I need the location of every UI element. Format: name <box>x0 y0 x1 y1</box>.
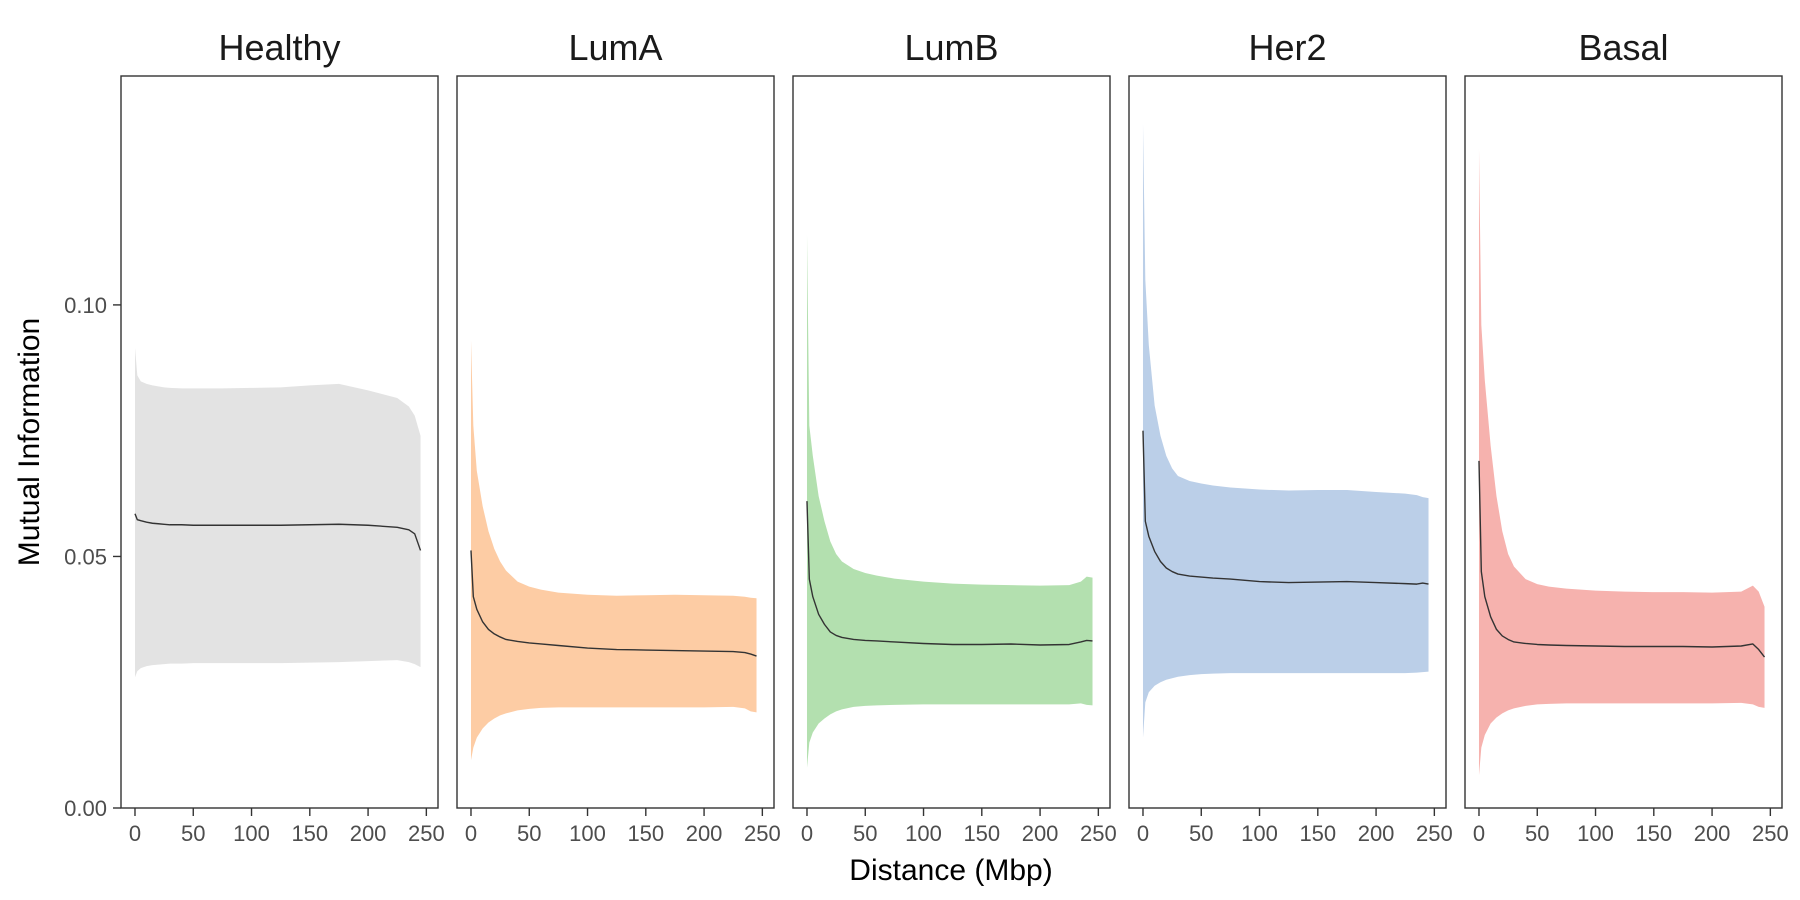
x-tick-label-lumb-200: 200 <box>1022 821 1059 846</box>
y-axis: 0.00 0.05 0.10 <box>64 293 121 821</box>
x-tick-label-luma-250: 250 <box>744 821 781 846</box>
mean-line-her2 <box>1142 430 1429 585</box>
facet-title-luma: LumA <box>568 27 662 68</box>
y-tick-label-1: 0.05 <box>64 544 107 569</box>
mean-line-basal <box>1478 460 1766 658</box>
x-tick-label-luma-0: 0 <box>465 821 477 846</box>
facet-title-lumb: LumB <box>904 27 998 68</box>
y-tick-label-2: 0.10 <box>64 293 107 318</box>
x-tick-label-healthy-100: 100 <box>233 821 270 846</box>
mean-line-luma <box>470 550 757 657</box>
panel-basal: Basal 0 50 100 150 200 250 <box>1464 27 1789 846</box>
y-axis-title: Mutual Information <box>13 318 46 566</box>
x-tick-label-basal-0: 0 <box>1473 821 1485 846</box>
x-tick-label-basal-250: 250 <box>1752 821 1789 846</box>
panel-border-healthy <box>120 75 439 809</box>
x-tick-label-luma-200: 200 <box>686 821 723 846</box>
x-tick-label-healthy-50: 50 <box>181 821 205 846</box>
ribbon-luma <box>470 340 757 761</box>
x-tick-label-lumb-100: 100 <box>905 821 942 846</box>
mean-line-lumb <box>806 501 1093 646</box>
x-tick-label-healthy-0: 0 <box>129 821 141 846</box>
facet-title-her2: Her2 <box>1248 27 1326 68</box>
x-axis-title: Distance (Mbp) <box>849 854 1052 887</box>
x-tick-label-her2-100: 100 <box>1241 821 1278 846</box>
ribbon-lumb <box>806 234 1093 768</box>
x-tick-label-her2-150: 150 <box>1299 821 1336 846</box>
x-tick-label-lumb-0: 0 <box>801 821 813 846</box>
x-tick-label-basal-50: 50 <box>1525 821 1549 846</box>
panel-healthy: Healthy 0 50 100 150 200 250 <box>120 27 445 846</box>
y-tick-label-0: 0.00 <box>64 796 107 821</box>
ribbon-healthy <box>134 347 421 678</box>
x-tick-label-her2-0: 0 <box>1137 821 1149 846</box>
x-tick-label-healthy-150: 150 <box>291 821 328 846</box>
facet-title-healthy: Healthy <box>218 27 340 68</box>
panel-her2: Her2 0 50 100 150 200 250 <box>1128 27 1453 846</box>
x-tick-label-her2-200: 200 <box>1358 821 1395 846</box>
x-tick-label-basal-100: 100 <box>1577 821 1614 846</box>
panel-border-her2 <box>1128 75 1447 809</box>
x-tick-label-basal-200: 200 <box>1694 821 1731 846</box>
panels-layer: Healthy 0 50 100 150 200 250 LumA 0 50 100 150 200 25… <box>120 27 1789 846</box>
x-tick-label-luma-100: 100 <box>569 821 606 846</box>
x-tick-label-luma-50: 50 <box>517 821 541 846</box>
panel-lumb: LumB 0 50 100 150 200 250 <box>792 27 1117 846</box>
x-tick-label-her2-250: 250 <box>1416 821 1453 846</box>
panel-border-basal <box>1464 75 1783 809</box>
x-tick-label-healthy-250: 250 <box>408 821 445 846</box>
panel-border-luma <box>456 75 775 809</box>
panel-border-lumb <box>792 75 1111 809</box>
x-tick-label-lumb-50: 50 <box>853 821 877 846</box>
ribbon-basal <box>1478 148 1765 776</box>
x-tick-label-lumb-150: 150 <box>963 821 1000 846</box>
x-tick-label-her2-50: 50 <box>1189 821 1213 846</box>
panel-luma: LumA 0 50 100 150 200 250 <box>456 27 781 846</box>
mean-line-healthy <box>134 513 422 551</box>
ribbon-her2 <box>1142 123 1429 738</box>
x-tick-label-luma-150: 150 <box>627 821 664 846</box>
facet-title-basal: Basal <box>1578 27 1668 68</box>
x-tick-label-basal-150: 150 <box>1635 821 1672 846</box>
x-tick-label-lumb-250: 250 <box>1080 821 1117 846</box>
x-tick-label-healthy-200: 200 <box>350 821 387 846</box>
